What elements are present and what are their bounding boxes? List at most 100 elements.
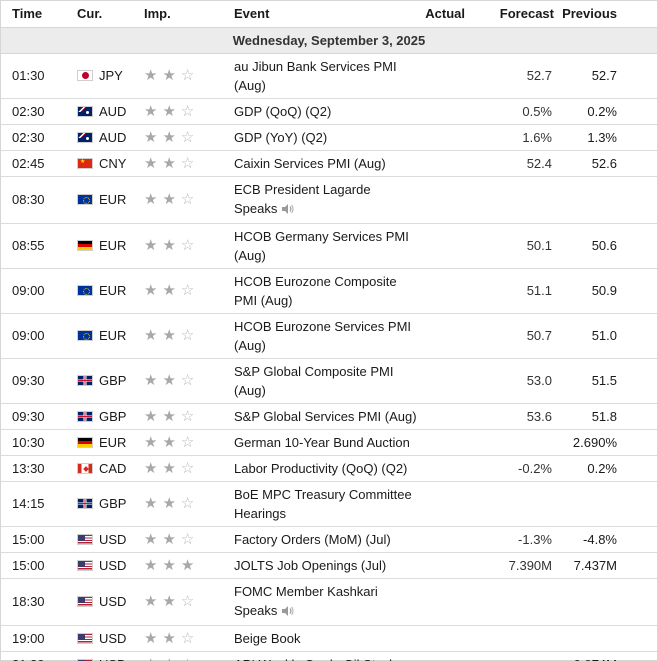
previous-value: 52.7	[562, 53, 657, 99]
event-name[interactable]: Caixin Services PMI (Aug)	[234, 155, 386, 171]
event-cell[interactable]: FOMC Member Kashkari Speaks	[234, 578, 417, 626]
header-forecast[interactable]: Forecast	[467, 1, 562, 28]
currency-code: USD	[99, 531, 127, 547]
event-cell[interactable]: ECB President Lagarde Speaks	[234, 176, 417, 224]
star-filled-icon: ★	[144, 191, 158, 208]
header-time[interactable]: Time	[1, 1, 77, 28]
flag-gb-icon	[77, 498, 93, 509]
forecast-value: 52.7	[467, 53, 562, 99]
table-row[interactable]: 09:00 EUR ★ ★ ☆ HCOB Eurozone Services PMI (A…	[1, 313, 657, 359]
importance-stars: ★★☆	[144, 625, 234, 652]
event-name[interactable]: BoE MPC Treasury Committee Hearings	[234, 486, 412, 521]
event-name[interactable]: Labor Productivity (QoQ) (Q2)	[234, 460, 408, 476]
table-row[interactable]: 13:30 CAD ★ ★ ☆ Labor Productivity (QoQ) (Q2)…	[1, 455, 657, 482]
event-cell[interactable]: JOLTS Job Openings (Jul)	[234, 552, 417, 579]
table-row[interactable]: 09:00 EUR ★ ★ ☆ HCOB Eurozone Composite PMI (…	[1, 268, 657, 314]
table-row[interactable]: 01:30 JPY ★ ★ ☆ au Jibun Bank Services PMI (A…	[1, 53, 657, 99]
event-name[interactable]: S&P Global Composite PMI (Aug)	[234, 363, 394, 398]
event-cell[interactable]: Caixin Services PMI (Aug)	[234, 150, 417, 177]
event-name[interactable]: HCOB Germany Services PMI (Aug)	[234, 228, 409, 263]
event-cell[interactable]: German 10-Year Bund Auction	[234, 429, 417, 456]
flag-eu-icon	[77, 330, 93, 341]
event-name[interactable]: GDP (QoQ) (Q2)	[234, 103, 332, 119]
star-filled-icon: ★	[180, 556, 195, 574]
table-row[interactable]: 21:30 USD ★ ★ ☆ API Weekly Crude Oil Stock -0.…	[1, 651, 657, 661]
header-previous[interactable]: Previous	[562, 1, 657, 28]
event-cell[interactable]: HCOB Germany Services PMI (Aug)	[234, 223, 417, 269]
event-name[interactable]: FOMC Member Kashkari Speaks	[234, 583, 378, 618]
importance-stars: ★★☆	[144, 578, 234, 626]
event-cell[interactable]: API Weekly Crude Oil Stock	[234, 651, 417, 661]
header-currency[interactable]: Cur.	[77, 1, 144, 28]
table-row[interactable]: 08:30 EUR ★ ★ ☆ ECB President Lagarde Speaks	[1, 176, 657, 224]
event-name[interactable]: GDP (YoY) (Q2)	[234, 129, 328, 145]
flag-cn-icon	[77, 157, 93, 169]
event-name[interactable]: au Jibun Bank Services PMI (Aug)	[234, 58, 397, 93]
table-row[interactable]: 09:30 GBP ★ ★ ☆ S&P Global Services PMI (Aug)…	[1, 403, 657, 430]
event-cell[interactable]: HCOB Eurozone Composite PMI (Aug)	[234, 268, 417, 314]
event-name[interactable]: API Weekly Crude Oil Stock	[234, 657, 396, 661]
table-row[interactable]: 08:55 EUR ★ ★ ☆ HCOB Germany Services PMI (Au…	[1, 223, 657, 269]
event-cell[interactable]: S&P Global Composite PMI (Aug)	[234, 358, 417, 404]
importance-stars: ★★☆	[144, 268, 234, 314]
importance-stars: ★★☆	[144, 176, 234, 224]
table-row[interactable]: 02:45CNY★★☆Caixin Services PMI (Aug)52.4…	[1, 150, 657, 177]
event-name[interactable]: ECB President Lagarde Speaks	[234, 181, 371, 216]
table-row[interactable]: 15:00 USD ★ ★ ☆ Factory Orders (MoM) (Jul) -1.…	[1, 526, 657, 553]
event-name[interactable]: HCOB Eurozone Composite PMI (Aug)	[234, 273, 397, 308]
event-cell[interactable]: GDP (QoQ) (Q2)	[234, 98, 417, 125]
table-row[interactable]: 15:00 USD ★ ★ ★ JOLTS Job Openings (Jul) 7.390…	[1, 552, 657, 579]
star-filled-icon: ★	[162, 495, 176, 512]
forecast-value	[467, 651, 562, 661]
event-name[interactable]: JOLTS Job Openings (Jul)	[234, 557, 387, 573]
previous-value: 1.3%	[562, 124, 657, 151]
event-time: 14:15	[1, 481, 77, 527]
star-filled-icon: ★	[162, 407, 176, 425]
event-cell[interactable]: GDP (YoY) (Q2)	[234, 124, 417, 151]
event-time: 21:30	[1, 651, 77, 661]
star-filled-icon: ★	[144, 407, 158, 425]
previous-value: 50.9	[562, 268, 657, 314]
event-cell[interactable]: BoE MPC Treasury Committee Hearings	[234, 481, 417, 527]
event-name[interactable]: HCOB Eurozone Services PMI (Aug)	[234, 318, 412, 353]
event-name[interactable]: Factory Orders (MoM) (Jul)	[234, 531, 391, 547]
star-filled-icon: ★	[162, 433, 176, 451]
table-row[interactable]: 02:30 AUD ★ ★ ☆ GDP (QoQ) (Q2) 0.5% 0.2%	[1, 98, 657, 125]
currency-code: JPY	[99, 68, 123, 83]
star-empty-icon: ☆	[180, 407, 195, 425]
event-name[interactable]: S&P Global Services PMI (Aug)	[234, 408, 417, 424]
actual-value	[417, 176, 467, 224]
currency-code: GBP	[99, 496, 127, 511]
event-cell[interactable]: au Jibun Bank Services PMI (Aug)	[234, 53, 417, 99]
star-filled-icon: ★	[162, 67, 176, 84]
star-empty-icon: ☆	[180, 629, 195, 647]
currency-cell: USD	[77, 552, 144, 579]
event-cell[interactable]: S&P Global Services PMI (Aug)	[234, 403, 417, 430]
currency-code: EUR	[99, 238, 127, 253]
currency-code: CNY	[99, 155, 127, 171]
event-name[interactable]: German 10-Year Bund Auction	[234, 434, 410, 450]
header-event[interactable]: Event	[234, 1, 417, 28]
header-actual[interactable]: Actual	[417, 1, 467, 28]
currency-code: AUD	[99, 103, 127, 119]
event-cell[interactable]: Labor Productivity (QoQ) (Q2)	[234, 455, 417, 482]
table-row[interactable]: 14:15 GBP ★ ★ ☆ BoE MPC Treasury Committee He…	[1, 481, 657, 527]
event-time: 09:00	[1, 268, 77, 314]
event-time: 09:30	[1, 358, 77, 404]
forecast-value	[467, 578, 562, 626]
previous-value	[562, 625, 657, 652]
previous-value: 51.5	[562, 358, 657, 404]
header-importance[interactable]: Imp.	[144, 1, 234, 28]
event-cell[interactable]: HCOB Eurozone Services PMI (Aug)	[234, 313, 417, 359]
star-filled-icon: ★	[144, 237, 158, 254]
table-row[interactable]: 19:00 USD ★ ★ ☆ Beige Book	[1, 625, 657, 652]
table-row[interactable]: 09:30 GBP ★ ★ ☆ S&P Global Composite PMI (Aug…	[1, 358, 657, 404]
event-cell[interactable]: Factory Orders (MoM) (Jul)	[234, 526, 417, 553]
event-cell[interactable]: Beige Book	[234, 625, 417, 652]
currency-code: USD	[99, 557, 127, 573]
table-row[interactable]: 10:30 EUR ★ ★ ☆ German 10-Year Bund Auction 2.…	[1, 429, 657, 456]
flag-de-icon	[77, 436, 93, 448]
event-name[interactable]: Beige Book	[234, 630, 301, 646]
table-row[interactable]: 02:30 AUD ★ ★ ☆ GDP (YoY) (Q2) 1.6% 1.3%	[1, 124, 657, 151]
table-row[interactable]: 18:30 USD ★ ★ ☆ FOMC Member Kashkari Speaks	[1, 578, 657, 626]
